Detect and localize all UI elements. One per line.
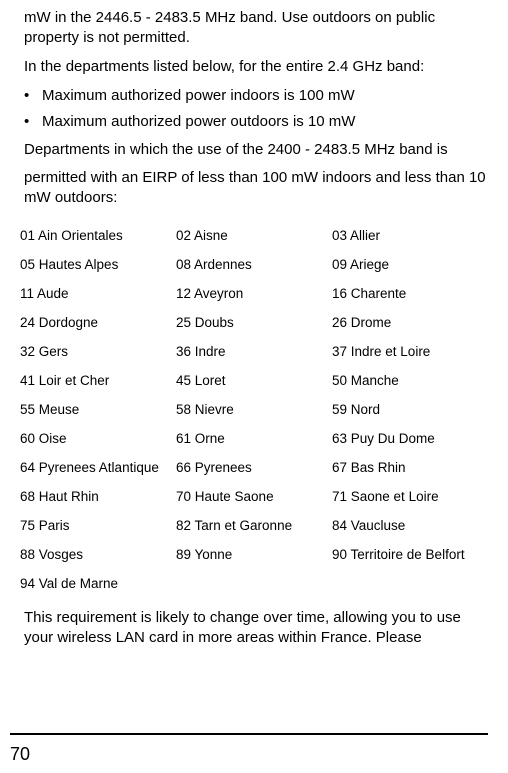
table-row: 05 Hautes Alpes08 Ardennes09 Ariege	[20, 250, 488, 279]
table-cell: 68 Haut Rhin	[20, 482, 176, 511]
table-cell: 89 Yonne	[176, 540, 332, 569]
table-row: 01 Ain Orientales02 Aisne03 Allier	[20, 221, 488, 250]
table-cell: 75 Paris	[20, 511, 176, 540]
table-cell: 84 Vaucluse	[332, 511, 488, 540]
table-cell: 59 Nord	[332, 395, 488, 424]
paragraph: Departments in which the use of the 2400…	[20, 140, 488, 160]
page-content: mW in the 2446.5 - 2483.5 MHz band. Use …	[0, 0, 508, 648]
table-row: 24 Dordogne25 Doubs26 Drome	[20, 308, 488, 337]
table-cell: 37 Indre et Loire	[332, 337, 488, 366]
table-cell: 26 Drome	[332, 308, 488, 337]
table-row: 55 Meuse58 Nievre59 Nord	[20, 395, 488, 424]
bullet-item: Maximum authorized power outdoors is 10 …	[20, 111, 488, 134]
table-cell: 05 Hautes Alpes	[20, 250, 176, 279]
table-cell: 67 Bas Rhin	[332, 453, 488, 482]
table-cell: 36 Indre	[176, 337, 332, 366]
departments-table: 01 Ain Orientales02 Aisne03 Allier05 Hau…	[20, 221, 488, 598]
paragraph: mW in the 2446.5 - 2483.5 MHz band. Use …	[20, 8, 488, 49]
paragraph: permitted with an EIRP of less than 100 …	[20, 168, 488, 209]
table-cell: 08 Ardennes	[176, 250, 332, 279]
table-row: 32 Gers36 Indre37 Indre et Loire	[20, 337, 488, 366]
table-row: 11 Aude12 Aveyron16 Charente	[20, 279, 488, 308]
table-row: 88 Vosges89 Yonne90 Territoire de Belfor…	[20, 540, 488, 569]
table-cell: 11 Aude	[20, 279, 176, 308]
table-cell: 82 Tarn et Garonne	[176, 511, 332, 540]
table-cell: 55 Meuse	[20, 395, 176, 424]
table-row: 41 Loir et Cher45 Loret50 Manche	[20, 366, 488, 395]
table-row: 94 Val de Marne	[20, 569, 488, 598]
table-cell: 45 Loret	[176, 366, 332, 395]
table-cell: 09 Ariege	[332, 250, 488, 279]
table-cell	[332, 569, 488, 598]
table-cell: 58 Nievre	[176, 395, 332, 424]
table-cell: 70 Haute Saone	[176, 482, 332, 511]
bullet-list: Maximum authorized power indoors is 100 …	[20, 85, 488, 134]
table-cell: 25 Doubs	[176, 308, 332, 337]
table-cell: 02 Aisne	[176, 221, 332, 250]
table-row: 75 Paris82 Tarn et Garonne84 Vaucluse	[20, 511, 488, 540]
table-cell: 90 Territoire de Belfort	[332, 540, 488, 569]
table-cell: 61 Orne	[176, 424, 332, 453]
footer-rule	[10, 733, 488, 735]
paragraph: This requirement is likely to change ove…	[20, 608, 488, 649]
table-cell: 66 Pyrenees	[176, 453, 332, 482]
table-cell: 60 Oise	[20, 424, 176, 453]
page-number: 70	[10, 744, 30, 765]
table-cell: 50 Manche	[332, 366, 488, 395]
table-cell: 88 Vosges	[20, 540, 176, 569]
table-cell: 01 Ain Orientales	[20, 221, 176, 250]
table-cell: 24 Dordogne	[20, 308, 176, 337]
table-cell: 41 Loir et Cher	[20, 366, 176, 395]
bullet-item: Maximum authorized power indoors is 100 …	[20, 85, 488, 108]
table-cell: 16 Charente	[332, 279, 488, 308]
table-cell	[176, 569, 332, 598]
paragraph: In the departments listed below, for the…	[20, 57, 488, 77]
table-cell: 03 Allier	[332, 221, 488, 250]
table-cell: 32 Gers	[20, 337, 176, 366]
table-row: 60 Oise61 Orne63 Puy Du Dome	[20, 424, 488, 453]
table-cell: 12 Aveyron	[176, 279, 332, 308]
table-cell: 63 Puy Du Dome	[332, 424, 488, 453]
table-row: 64 Pyrenees Atlantique66 Pyrenees67 Bas …	[20, 453, 488, 482]
table-cell: 64 Pyrenees Atlantique	[20, 453, 176, 482]
departments-tbody: 01 Ain Orientales02 Aisne03 Allier05 Hau…	[20, 221, 488, 598]
table-row: 68 Haut Rhin70 Haute Saone71 Saone et Lo…	[20, 482, 488, 511]
table-cell: 94 Val de Marne	[20, 569, 176, 598]
table-cell: 71 Saone et Loire	[332, 482, 488, 511]
